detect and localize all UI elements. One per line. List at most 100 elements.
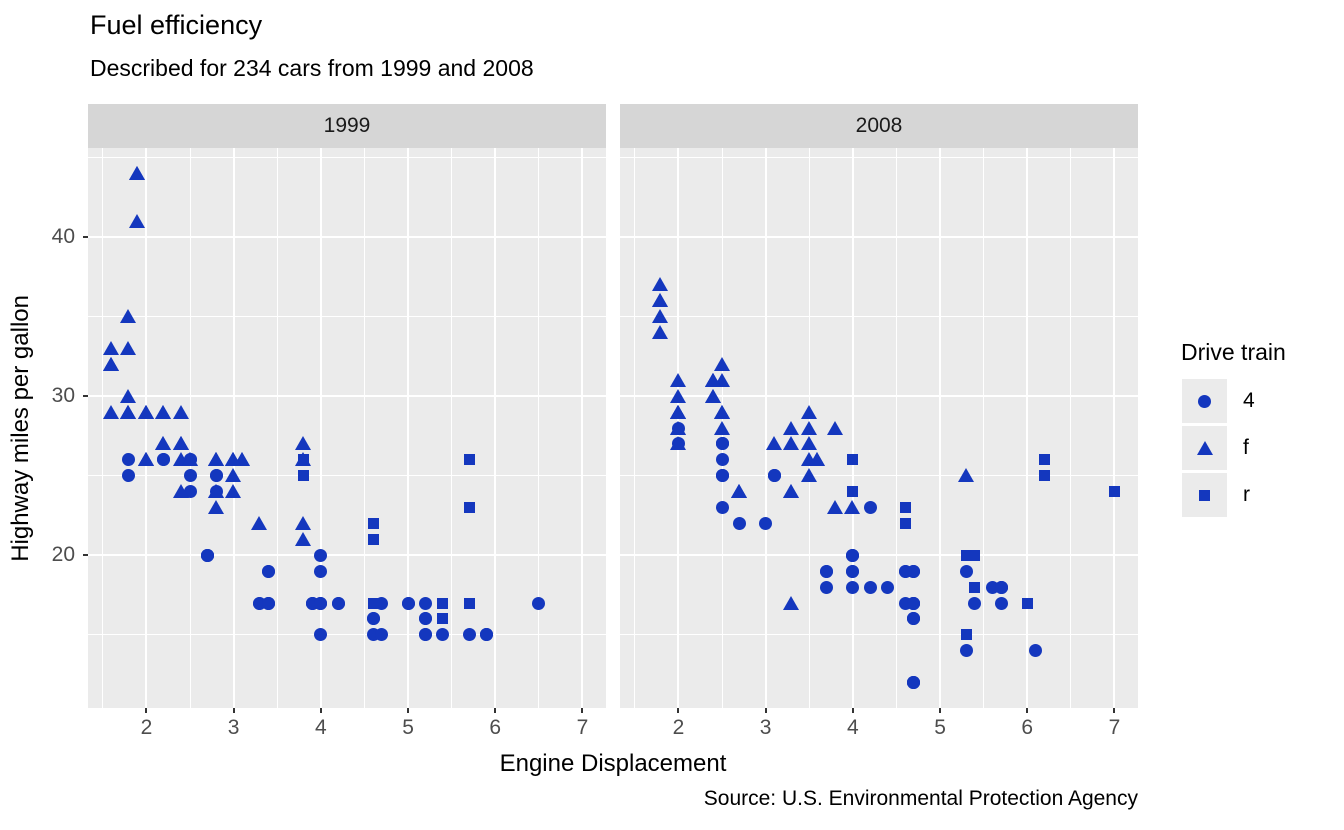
y-minor-gridline (620, 475, 1138, 477)
square-legend-marker (1199, 489, 1210, 501)
x-major-gridline (1026, 148, 1029, 708)
y-minor-gridline (88, 157, 606, 159)
legend-key-triangle (1182, 426, 1227, 470)
data-point (969, 581, 981, 593)
data-point (437, 613, 449, 625)
data-point (120, 309, 137, 324)
x-major-gridline (1113, 148, 1116, 708)
data-point (462, 628, 476, 642)
data-point (207, 452, 224, 467)
x-minor-gridline (538, 148, 540, 708)
data-point (120, 404, 137, 419)
x-minor-gridline (189, 148, 191, 708)
facet-strip-label: 1999 (323, 114, 371, 137)
data-point (732, 516, 746, 530)
data-point (652, 325, 669, 340)
x-major-gridline (581, 148, 584, 708)
y-tick-label: 40 (51, 225, 75, 249)
data-point (225, 452, 242, 467)
data-point (418, 596, 432, 610)
data-point (157, 453, 171, 467)
data-point (129, 165, 146, 180)
data-point (652, 293, 669, 308)
y-tick-mark (83, 395, 88, 398)
data-point (783, 595, 800, 610)
plot-subtitle: Described for 234 cars from 1999 and 200… (90, 55, 534, 81)
data-point (826, 500, 843, 515)
data-point (367, 517, 379, 529)
data-point (401, 596, 415, 610)
data-point (120, 340, 137, 355)
y-tick-label: 30 (51, 384, 75, 408)
data-point (783, 420, 800, 435)
facet-strip-2008: 2008 (620, 104, 1138, 148)
x-major-gridline (851, 148, 854, 708)
data-point (800, 404, 817, 419)
data-point (730, 484, 747, 499)
data-point (463, 454, 475, 466)
data-point (844, 500, 861, 515)
data-point (715, 469, 729, 483)
x-tick-mark (939, 708, 942, 713)
x-tick-mark (494, 708, 497, 713)
data-point (759, 516, 773, 530)
data-point (155, 436, 172, 451)
x-axis-title: Engine Displacement (499, 750, 727, 777)
y-minor-gridline (88, 316, 606, 318)
data-point (960, 629, 972, 641)
data-point (103, 404, 120, 419)
data-point (846, 580, 860, 594)
x-tick-mark (232, 708, 235, 713)
x-minor-gridline (102, 148, 104, 708)
x-tick-label: 2 (140, 716, 153, 739)
data-point (103, 356, 120, 371)
data-point (767, 469, 781, 483)
data-point (418, 612, 432, 626)
y-axis-title: Highway miles per gallon (7, 294, 34, 562)
data-point (297, 454, 309, 466)
data-point (129, 213, 146, 228)
data-point (103, 340, 120, 355)
data-point (436, 628, 450, 642)
data-point (994, 580, 1008, 594)
data-point (225, 468, 242, 483)
data-point (800, 420, 817, 435)
data-point (1039, 454, 1051, 466)
legend-label-r: r (1243, 483, 1250, 506)
data-point (437, 597, 449, 609)
x-major-gridline (939, 148, 942, 708)
y-major-gridline (88, 236, 606, 239)
x-tick-mark (764, 708, 767, 713)
data-point (713, 404, 730, 419)
data-point (899, 502, 911, 514)
data-point (172, 436, 189, 451)
y-major-gridline (88, 554, 606, 557)
x-major-gridline (145, 148, 148, 708)
y-major-gridline (620, 395, 1138, 398)
data-point (898, 564, 912, 578)
data-point (809, 452, 826, 467)
x-tick-label: 7 (1108, 716, 1121, 739)
x-tick-label: 7 (576, 716, 589, 739)
data-point (532, 596, 546, 610)
x-tick-mark (319, 708, 322, 713)
x-tick-mark (1113, 708, 1116, 713)
data-point (137, 452, 154, 467)
x-minor-gridline (634, 148, 636, 708)
data-point (463, 502, 475, 514)
data-point (959, 644, 973, 658)
data-point (122, 469, 136, 483)
data-point (297, 470, 309, 482)
data-point (251, 515, 268, 530)
x-minor-gridline (983, 148, 985, 708)
y-minor-gridline (620, 634, 1138, 636)
y-minor-gridline (88, 475, 606, 477)
data-point (846, 548, 860, 562)
data-point (820, 580, 834, 594)
x-major-gridline (494, 148, 497, 708)
data-point (960, 549, 972, 561)
data-point (1039, 470, 1051, 482)
data-point (1021, 597, 1033, 609)
x-major-gridline (319, 148, 322, 708)
y-tick-mark (83, 554, 88, 557)
